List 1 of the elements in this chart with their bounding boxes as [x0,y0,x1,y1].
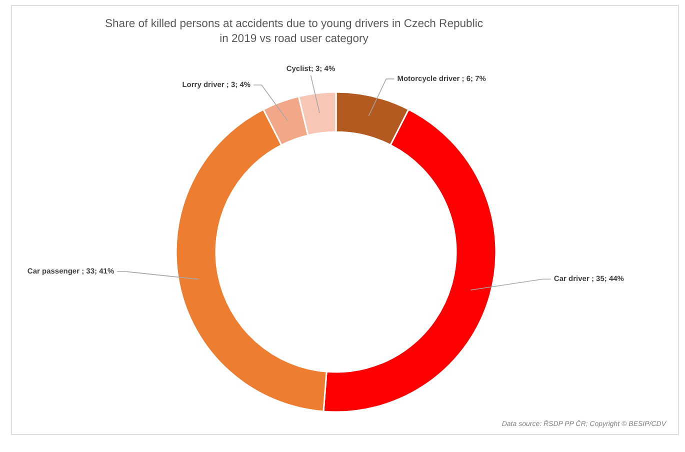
chart-title: Share of killed persons at accidents due to young drivers in Czech Republic in 2019 vs road user category [104,18,484,45]
